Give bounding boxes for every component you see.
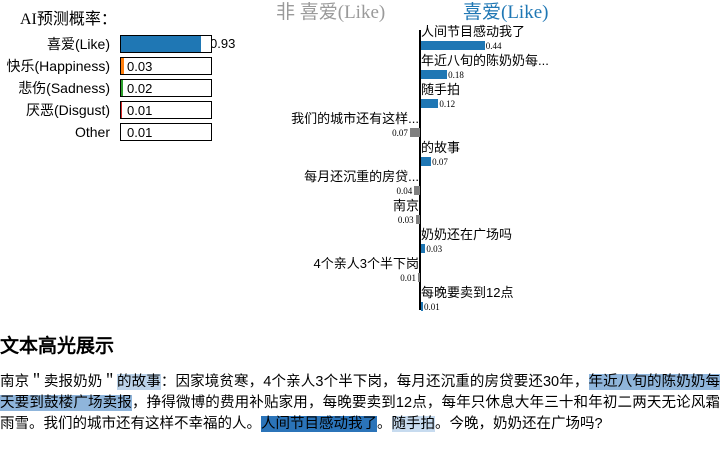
chart-bar: [415, 215, 420, 224]
chart-axis: [419, 30, 421, 310]
text-segment: ，挣得微博的费用补贴家用，每晚要卖到12点，每年只休息大年三十和年初二两天无论风…: [0, 395, 720, 432]
prob-label: 快乐(Happiness): [6, 58, 110, 74]
prob-value: 0.01: [127, 103, 153, 118]
prob-bar: [120, 35, 212, 53]
text-segment: 。: [377, 416, 392, 432]
chart-word-label: 我们的城市还有这样...: [291, 111, 419, 126]
chart-word-label: 每月还沉重的房贷...: [304, 169, 419, 184]
chart-bar: [409, 128, 420, 137]
chart-bar-value: 0.12: [439, 99, 456, 109]
prob-bar-fill: [121, 80, 123, 96]
chart-bar-value: 0.01: [400, 273, 416, 283]
prob-bar-fill: [121, 36, 201, 52]
chart-bar-value: 0.04: [396, 186, 413, 196]
chart-word-label: 每晚要卖到12点: [421, 285, 514, 300]
highlighted-segment: 随手拍: [391, 416, 435, 432]
chart-word-label: 4个亲人3个半下岗: [313, 256, 419, 271]
chart-bar: [421, 302, 423, 311]
chart-bar-value: 0.03: [397, 215, 414, 225]
chart-bar: [421, 157, 432, 166]
prob-bar-fill: [121, 58, 124, 74]
prob-value: 0.93: [210, 36, 236, 51]
chart-bar: [414, 186, 420, 195]
chart-bar-value: 0.18: [448, 70, 464, 80]
highlighted-segment: 人间节目感动我了: [261, 416, 377, 432]
prob-bar: 0.03: [120, 57, 212, 75]
chart-word-label: 南京: [392, 198, 419, 213]
prob-value: 0.01: [127, 125, 153, 140]
prob-title: AI预测概率：: [20, 11, 117, 28]
prob-bar-fill: [121, 102, 122, 118]
chart-left-title: 非 喜爱(Like): [276, 2, 386, 23]
chart-word-label: 的故事: [421, 140, 461, 155]
prob-value: 0.02: [127, 81, 153, 96]
prob-bar: 0.01: [120, 101, 212, 119]
chart-bar: [421, 70, 448, 79]
chart-word-label: 人间节目感动我了: [421, 24, 526, 39]
chart-bar-value: 0.07: [432, 157, 448, 167]
highlight-title: 文本高光展示: [0, 336, 115, 357]
text-segment: 南京＂卖报奶奶＂: [0, 374, 118, 390]
highlighted-segment: 的故事: [117, 374, 161, 390]
chart-bar: [421, 99, 439, 108]
chart-right-title: 喜爱(Like): [463, 2, 549, 23]
chart-bar: [421, 41, 485, 50]
chart-word-label: 奶奶还在广场吗: [421, 227, 513, 242]
chart-bar: [421, 244, 426, 253]
prob-bar: 0.01: [120, 123, 212, 141]
chart-bar-value: 0.44: [485, 41, 502, 51]
prob-bar: 0.02: [120, 79, 212, 97]
text-segment: 。今晚，奶奶还在广场吗?: [435, 416, 603, 432]
prob-label: 悲伤(Sadness): [18, 80, 110, 96]
text-segment: ：因家境贫寒，4个亲人3个半下岗，每月还沉重的房贷要还30年，: [160, 374, 589, 390]
chart-word-label: 年近八旬的陈奶奶每...: [421, 53, 549, 68]
chart-bar-value: 0.01: [424, 302, 440, 312]
chart-bar-value: 0.07: [392, 128, 408, 138]
highlight-text: 南京＂卖报奶奶＂的故事：因家境贫寒，4个亲人3个半下岗，每月还沉重的房贷要还30…: [0, 372, 720, 435]
prob-label: 厌恶(Disgust): [25, 102, 110, 118]
chart-word-label: 随手拍: [421, 82, 461, 97]
prob-label: Other: [74, 124, 110, 140]
chart-bar: [418, 273, 420, 282]
prob-label: 喜爱(Like): [46, 36, 110, 52]
chart-bar-value: 0.03: [426, 244, 443, 254]
prob-value: 0.03: [127, 59, 153, 74]
